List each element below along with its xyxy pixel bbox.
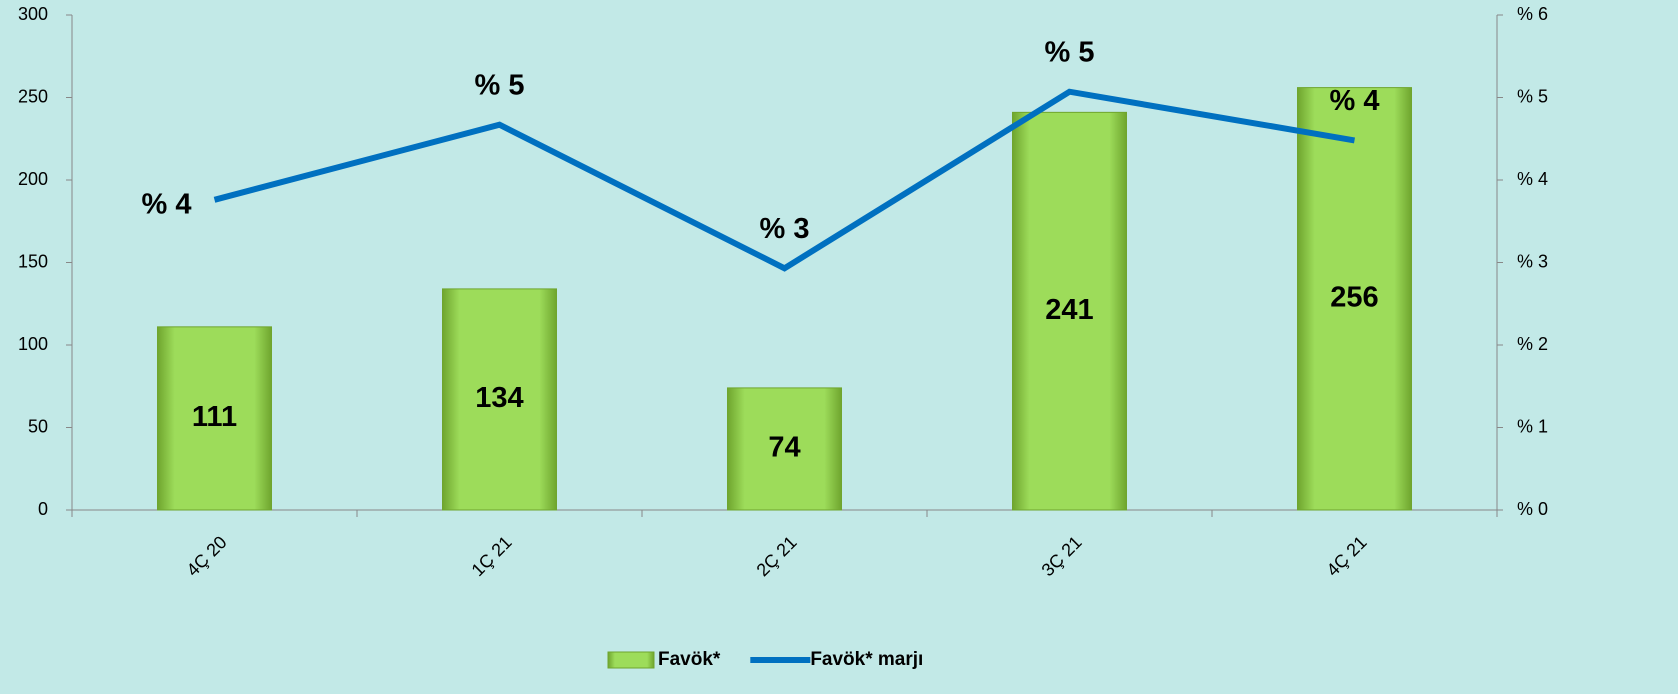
bar — [1297, 87, 1412, 511]
bar-label: 111 — [192, 401, 237, 433]
y2-tick-label: % 0 — [1517, 499, 1548, 519]
line-label: % 4 — [142, 188, 192, 220]
bar-label: 256 — [1330, 281, 1378, 313]
y2-tick-label: % 6 — [1517, 4, 1548, 24]
bar — [442, 288, 557, 511]
x-tick-label: 4Ç 20 — [183, 532, 231, 580]
line-label: % 3 — [760, 213, 810, 245]
bar — [157, 326, 272, 511]
x-tick-label: 2Ç 21 — [753, 532, 801, 580]
bar-label: 74 — [768, 432, 800, 464]
bar — [1012, 111, 1127, 511]
bar — [727, 387, 842, 511]
y-tick-label: 50 — [28, 416, 48, 436]
y2-tick-label: % 2 — [1517, 334, 1548, 354]
y-tick-label: 0 — [38, 499, 48, 519]
y-tick-label: 250 — [18, 86, 48, 106]
line-label: % 5 — [475, 69, 525, 101]
x-tick-label: 3Ç 21 — [1038, 532, 1086, 580]
bar-label: 134 — [475, 382, 523, 414]
y-tick-label: 100 — [18, 334, 48, 354]
legend-label: Favök* marjı — [810, 649, 923, 670]
line-label: % 5 — [1045, 36, 1095, 68]
y2-tick-label: % 5 — [1517, 86, 1548, 106]
x-tick-label: 1Ç 21 — [468, 532, 516, 580]
y2-tick-label: % 3 — [1517, 251, 1548, 271]
y2-tick-label: % 1 — [1517, 416, 1548, 436]
line — [213, 88, 1356, 272]
y-tick-label: 300 — [18, 4, 48, 24]
y-tick-label: 200 — [18, 169, 48, 189]
y-tick-label: 150 — [18, 251, 48, 271]
bar-label: 241 — [1045, 294, 1093, 326]
legend-swatch — [607, 651, 655, 669]
x-tick-label: 4Ç 21 — [1323, 532, 1371, 580]
legend-label: Favök* — [658, 649, 721, 670]
line-label: % 4 — [1330, 85, 1380, 117]
y2-tick-label: % 4 — [1517, 169, 1548, 189]
